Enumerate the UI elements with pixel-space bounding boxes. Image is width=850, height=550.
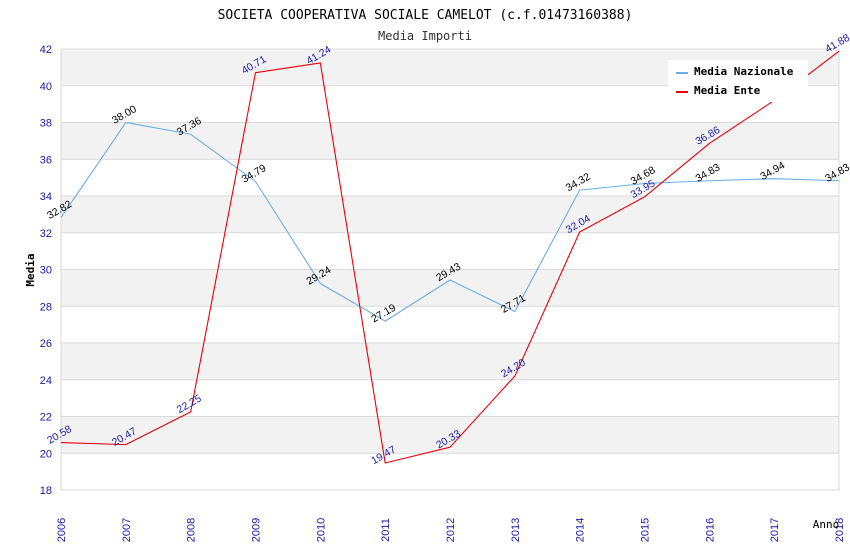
x-tick-label: 2007	[121, 518, 133, 542]
background-band	[61, 159, 839, 196]
background-band	[61, 232, 839, 270]
y-tick-label: 18	[40, 485, 52, 497]
y-tick-label: 20	[40, 448, 52, 460]
x-tick-label: 2018	[834, 518, 846, 542]
legend-label-media-ente: Media Ente	[694, 84, 761, 97]
y-tick-label: 26	[40, 338, 52, 350]
x-tick-label: 2017	[769, 518, 781, 542]
x-tick-label: 2015	[640, 518, 652, 542]
background-bands	[61, 49, 839, 490]
y-tick-label: 30	[40, 265, 52, 277]
background-band	[61, 453, 839, 490]
gridlines	[60, 48, 840, 491]
legend-background	[668, 60, 808, 102]
chart-subtitle: Media Importi	[378, 29, 472, 43]
background-band	[61, 122, 839, 160]
y-axis-ticks: 18 20 22 24 26 28 30 32 34 36 38 40 42	[40, 44, 52, 497]
background-band	[61, 196, 839, 233]
legend: Media Nazionale Media Ente	[668, 60, 808, 102]
x-tick-label: 2012	[445, 518, 457, 542]
y-tick-label: 22	[40, 412, 52, 424]
y-tick-label: 24	[40, 375, 52, 387]
x-tick-label: 2009	[251, 518, 263, 542]
x-tick-label: 2011	[380, 518, 392, 542]
y-axis-label: Media	[24, 253, 37, 286]
x-tick-label: 2013	[510, 518, 522, 542]
y-tick-label: 34	[40, 191, 52, 203]
y-tick-label: 42	[40, 44, 52, 56]
x-tick-label: 2016	[704, 518, 716, 542]
y-tick-label: 38	[40, 118, 52, 130]
series-line-media-ente	[60, 50, 840, 464]
x-tick-label: 2014	[575, 518, 587, 542]
background-band	[61, 343, 839, 380]
x-axis-label: Anno	[813, 518, 840, 531]
y-tick-label: 36	[40, 154, 52, 166]
series-line-media-nazionale	[60, 121, 840, 322]
background-band	[61, 269, 839, 307]
series-lines	[60, 50, 840, 464]
x-axis-ticks: 2006 2007 2008 2009 2010 2011 2012 2013 2014 2015…	[56, 518, 846, 542]
x-tick-label: 2008	[186, 518, 198, 542]
y-tick-label: 40	[40, 81, 52, 93]
background-band	[61, 306, 839, 343]
x-tick-label: 2006	[56, 518, 68, 542]
y-tick-label: 32	[40, 228, 52, 240]
chart-title: SOCIETA COOPERATIVA SOCIALE CAMELOT (c.f…	[218, 8, 633, 23]
x-tick-label: 2010	[315, 518, 327, 542]
legend-label-media-nazionale: Media Nazionale	[694, 65, 794, 78]
y-tick-label: 28	[40, 301, 52, 313]
